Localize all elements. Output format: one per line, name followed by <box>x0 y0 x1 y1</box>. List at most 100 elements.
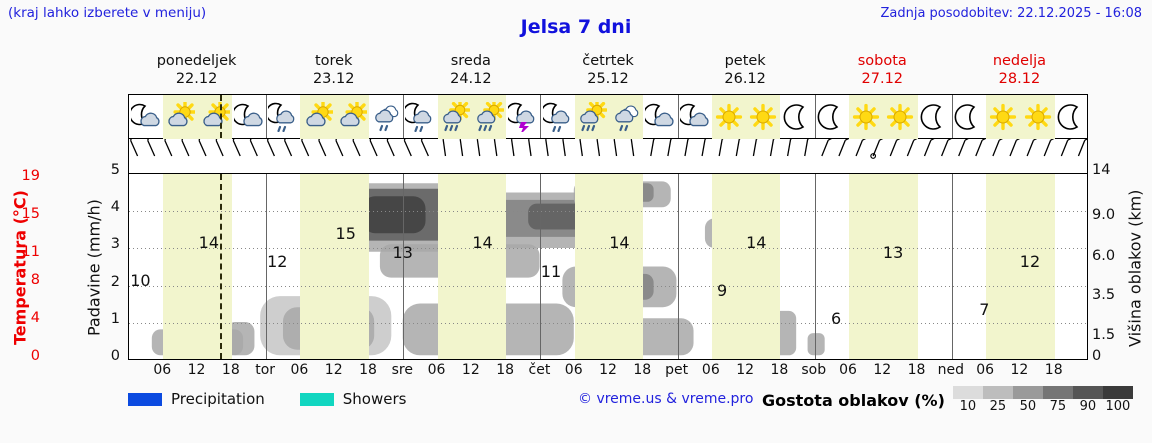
legend-item-precipitation: Precipitation <box>128 390 265 408</box>
day-separator <box>814 95 816 138</box>
x-tick-label: 06 <box>427 362 446 378</box>
weather-icon-moon-cloud <box>678 95 712 139</box>
cloud-density-scale: 10 25 50 75 90 100 <box>952 386 1133 414</box>
cloud-density-tick-label: 10 <box>959 399 977 414</box>
cloud-density-tick-label: 50 <box>1019 399 1037 414</box>
graph-area: 10 14 12 15 13 14 11 14 9 14 6 13 7 12 <box>129 173 1087 359</box>
x-tick-label: 18 <box>221 362 240 378</box>
day-name: sreda <box>450 53 491 69</box>
weather-icon-sun <box>883 95 918 139</box>
weather-icon-moon <box>918 95 952 139</box>
weather-icon-row <box>129 95 1087 139</box>
weather-icon-sun-cloud <box>334 95 369 139</box>
temperature-axis-title: Temperatura (°C) <box>10 190 30 346</box>
x-tick-label: 06 <box>976 362 995 378</box>
temperature-tick: 15 <box>21 205 40 222</box>
temperature-tick: 8 <box>30 272 40 289</box>
x-tick-label: sob <box>801 362 827 378</box>
cloud-density-layer <box>151 181 825 356</box>
x-tick-label: 18 <box>633 362 652 378</box>
precipitation-tick: 4 <box>110 199 120 216</box>
weather-icon-sun-cloud <box>163 95 198 139</box>
day-separator <box>540 95 542 138</box>
cloud-height-tick: 0 <box>1092 348 1102 364</box>
weather-icon-moon-cloud-storm <box>506 95 540 139</box>
x-tick-label: 06 <box>839 362 857 378</box>
weather-icon-sun-cloud <box>300 95 335 139</box>
x-tick-label: 06 <box>701 362 720 378</box>
day-separator <box>403 95 405 138</box>
page-title: Jelsa 7 dni <box>520 16 632 38</box>
precipitation-tick: 0 <box>110 348 120 364</box>
weather-icon-cloud-rain <box>609 95 644 139</box>
precipitation-tick: 2 <box>110 273 120 290</box>
forecast-plot: 10 14 12 15 13 14 11 14 9 14 6 13 7 12 <box>128 94 1092 360</box>
x-tick-label: sre <box>391 362 413 378</box>
x-tick-label: 18 <box>359 362 377 378</box>
cloud-density-ticks: 10 25 50 75 90 100 <box>953 399 1133 414</box>
day-date: 28.12 <box>998 71 1041 87</box>
weather-icon-moon-cloud-rain <box>540 95 574 139</box>
weather-icon-cloud-rain <box>369 95 403 139</box>
day-separator <box>677 95 679 138</box>
wind-barbs <box>130 132 1092 159</box>
cloud-density-tick-label: 100 <box>1105 399 1131 414</box>
x-tick-label: ned <box>937 362 965 378</box>
legend-item-showers: Showers <box>299 390 407 408</box>
cloud-height-tick: 3.5 <box>1092 286 1116 303</box>
day-date: 24.12 <box>450 71 492 87</box>
day-name: četrtek <box>582 53 634 69</box>
cloud-density-tick-label: 25 <box>989 399 1007 414</box>
cloud-density-swatch <box>1102 386 1133 399</box>
weather-icon-moon-cloud <box>232 95 266 139</box>
x-tick-label: 12 <box>324 362 343 378</box>
weather-icon-moon-cloud-rain <box>266 95 300 139</box>
day-name: petek <box>724 53 766 69</box>
credit-link[interactable]: © vreme.us & vreme.pro <box>578 391 754 407</box>
x-tick-label: 18 <box>1044 362 1063 378</box>
precipitation-tick: 1 <box>110 310 120 327</box>
precipitation-swatch <box>128 392 162 406</box>
x-tick-label: 12 <box>1010 362 1029 378</box>
day-date: 27.12 <box>861 71 904 87</box>
temperature-tick: 19 <box>21 167 40 184</box>
cloud-density-swatch <box>1012 386 1043 399</box>
weather-icon-sun <box>1020 95 1055 139</box>
x-tick-label: 06 <box>153 362 172 378</box>
weather-icon-sun <box>711 95 747 139</box>
cloud-density-legend-title: Gostota oblakov (%) <box>762 390 945 410</box>
day-separator <box>266 95 268 138</box>
precipitation-tick: 3 <box>110 236 120 253</box>
weather-icon-moon <box>780 95 814 139</box>
day-header-ned: nedelja 28.12 <box>951 52 1088 92</box>
cloud-density-swatch <box>1042 386 1073 399</box>
weather-icon-moon-cloud <box>643 95 677 139</box>
temperature-tick: 0 <box>30 348 40 364</box>
precipitation-axis-title: Padavine (mm/h) <box>84 199 104 337</box>
day-header-sob: sobota 27.12 <box>814 52 951 92</box>
x-tick-label: 06 <box>290 362 309 378</box>
location-menu-note[interactable]: (kraj lahko izberete v meniju) <box>8 5 207 21</box>
day-date: 23.12 <box>312 71 355 87</box>
weather-icon-moon <box>952 95 986 139</box>
day-header-tor: torek 23.12 <box>265 52 402 92</box>
cloud-density-tick-label: 90 <box>1079 399 1097 414</box>
day-name: nedelja <box>992 53 1046 69</box>
day-header-pet: petek 26.12 <box>677 52 814 92</box>
wind-barb-row <box>129 132 1092 173</box>
weather-icon-sun <box>746 95 781 139</box>
weather-icon-sun-cloud <box>197 95 232 139</box>
showers-legend-label: Showers <box>342 390 407 408</box>
showers-swatch <box>299 392 334 406</box>
cloud-density-legend: Gostota oblakov (%) 10 25 50 75 90 100 <box>762 386 1133 414</box>
weather-icon-sun-cloud-rain <box>574 95 609 139</box>
day-separator <box>951 95 953 138</box>
current-time-marker <box>220 95 223 138</box>
day-header-sre: sreda 24.12 <box>402 52 539 92</box>
day-header-čet: četrtek 25.12 <box>539 52 676 92</box>
day-header-row: ponedeljek 22.12 torek 23.12 sreda 24.12 četrt… <box>128 52 1088 92</box>
cloud-height-tick: 9.0 <box>1092 206 1116 223</box>
day-name: ponedeljek <box>156 53 237 69</box>
temperature-tick: 11 <box>21 243 40 260</box>
weather-icon-moon <box>815 95 849 139</box>
